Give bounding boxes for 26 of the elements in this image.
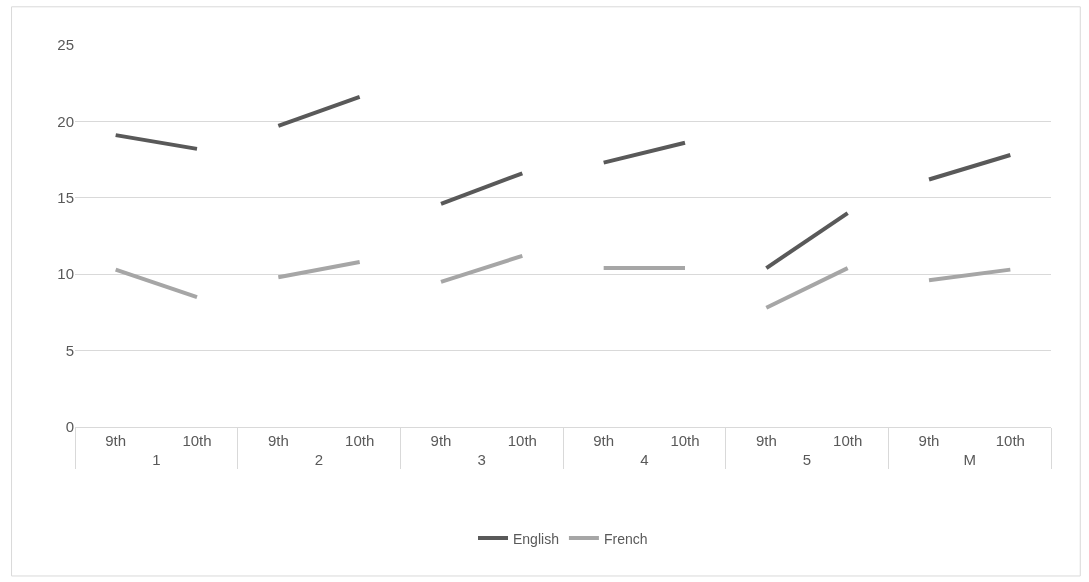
y-tick-label: 5 [65, 341, 74, 359]
y-tick-label: 0 [65, 418, 74, 436]
text: 4 [640, 451, 649, 468]
x-tick-label: 10th [995, 432, 1025, 449]
x-tick-label: 10th [507, 432, 537, 449]
y-tick-label: 10 [57, 265, 74, 283]
legend-label: French [603, 530, 648, 547]
y-tick-label: 25 [57, 36, 74, 54]
x-tick-label: 10th [182, 432, 212, 449]
text: 5 [802, 451, 812, 468]
x-tick-label: 10th [833, 432, 863, 449]
x-tick-label: 9th [430, 432, 452, 449]
text: M [963, 451, 976, 468]
x-tick-label: 9th [755, 432, 777, 449]
x-tick-label: 9th [267, 432, 289, 449]
legend-label: English [513, 530, 559, 547]
text: 1 [152, 451, 161, 468]
y-tick-label: 20 [57, 112, 74, 130]
text: 3 [477, 451, 486, 468]
x-tick-label: 10th [345, 432, 375, 449]
text: 2 [314, 451, 324, 468]
x-tick-label: 10th [670, 432, 700, 449]
x-tick-label: 9th [105, 432, 127, 449]
y-tick-label: 15 [57, 189, 74, 207]
x-tick-label: 9th [593, 432, 615, 449]
x-tick-label: 9th [918, 432, 940, 449]
